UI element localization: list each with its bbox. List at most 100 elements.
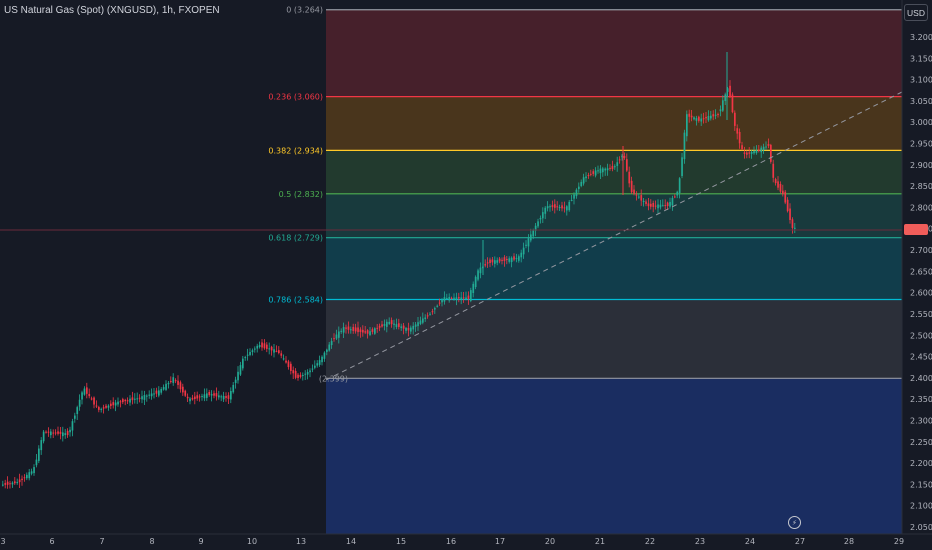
candle-body <box>302 375 304 377</box>
candle-body <box>383 324 386 326</box>
candle-body <box>491 259 494 263</box>
candle-body <box>681 157 683 177</box>
candle-body <box>100 408 103 410</box>
candle-body <box>741 145 743 150</box>
candle-body <box>237 371 239 381</box>
candle-body <box>114 402 117 406</box>
candle-body <box>266 344 268 349</box>
candle-body <box>438 302 441 304</box>
candle-body <box>518 256 520 261</box>
price-axis-label: 3.100 <box>910 76 932 85</box>
candle-body <box>244 357 247 359</box>
candle-body <box>431 311 434 313</box>
candle-body <box>326 349 328 352</box>
candle-body <box>755 150 758 154</box>
currency-selector[interactable]: USD <box>904 4 928 21</box>
candle-body <box>340 330 343 332</box>
candle-body <box>254 348 256 350</box>
candle-body <box>654 205 657 207</box>
candle-body <box>352 327 355 331</box>
time-axis-label: 27 <box>795 537 805 546</box>
candle-body <box>621 155 623 158</box>
price-axis-label: 2.350 <box>910 395 932 404</box>
candle-body <box>194 396 196 399</box>
candle-body <box>412 325 415 330</box>
candle-body <box>450 297 453 299</box>
lightning-icon[interactable]: ⚡ <box>788 516 801 529</box>
candle-body <box>609 167 611 169</box>
price-axis-label: 2.150 <box>910 480 932 489</box>
candle-body <box>182 386 184 393</box>
fibonacci-retracement-zones[interactable] <box>326 9 902 534</box>
candle-body <box>688 113 691 117</box>
candle-body <box>614 166 616 168</box>
time-axis[interactable]: 3 6 7 8 9 10 13 14 15 16 17 20 21 22 23 24 27 28 29 <box>0 537 904 546</box>
candle-body <box>710 115 712 119</box>
fib-level-label: (2.399) <box>319 374 348 383</box>
candle-body <box>148 394 151 396</box>
candle-body <box>246 354 249 356</box>
candle-body <box>28 472 31 479</box>
candle-body <box>520 252 523 258</box>
fibonacci-levels[interactable]: 0 (3.264) 0.236 (3.060) 0.382 (2.934) 0.5 (… <box>268 6 902 384</box>
candle-body <box>390 320 393 325</box>
time-axis-label: 24 <box>745 537 755 546</box>
candle-body <box>33 467 35 474</box>
candle-body <box>328 344 331 351</box>
candle-body <box>734 112 736 126</box>
price-axis-label: 2.850 <box>910 182 932 191</box>
candle-body <box>47 431 50 433</box>
candle-body <box>359 329 362 333</box>
candle-body <box>659 204 662 208</box>
candle-body <box>54 432 57 434</box>
candle-body <box>398 323 400 327</box>
candle-body <box>642 200 645 202</box>
candle-body <box>256 345 259 349</box>
candle-body <box>690 115 693 118</box>
candle-body <box>558 207 561 209</box>
candle-body <box>402 325 405 329</box>
candle-body <box>350 329 352 331</box>
fib-level-label: 0.786 (2.584) <box>268 295 323 304</box>
price-axis[interactable]: 3.200 3.150 3.100 3.050 3.000 2.950 2.900 2.850… <box>910 33 932 532</box>
candle-body <box>136 398 139 400</box>
candle-body <box>369 331 371 336</box>
candle-body <box>736 128 739 134</box>
candle-body <box>671 197 674 206</box>
candle-body <box>570 199 573 201</box>
candle-body <box>35 459 38 466</box>
candle-body <box>470 290 472 301</box>
price-axis-label: 2.700 <box>910 246 932 255</box>
candle-body <box>426 315 429 317</box>
candle-body <box>594 170 597 176</box>
fib-level-label: 0.382 (2.934) <box>268 146 323 155</box>
candle-body <box>664 205 667 207</box>
candle-body <box>561 205 563 209</box>
candle-body <box>686 114 688 137</box>
candle-body <box>170 381 172 383</box>
fib-zone <box>326 299 902 379</box>
candle-body <box>30 471 33 474</box>
candle-body <box>59 431 62 434</box>
candle-body <box>794 227 796 229</box>
candle-body <box>455 297 458 300</box>
candle-body <box>429 313 431 315</box>
price-axis-label: 2.900 <box>910 161 932 170</box>
candle-body <box>791 219 794 228</box>
time-axis-label: 3 <box>0 537 5 546</box>
candle-body <box>695 118 698 121</box>
candle-body <box>357 327 359 333</box>
candle-body <box>527 238 530 247</box>
symbol-title[interactable]: US Natural Gas (Spot) (XNGUSD), 1h, FXOP… <box>4 5 220 16</box>
candle-body <box>16 482 19 484</box>
candle-body <box>227 395 230 399</box>
candle-body <box>722 100 724 111</box>
candle-body <box>630 180 633 193</box>
candle-body <box>234 379 237 384</box>
price-axis-label: 2.050 <box>910 523 932 532</box>
candle-body <box>318 360 321 365</box>
price-axis-label: 3.000 <box>910 118 932 127</box>
candle-body <box>717 114 719 116</box>
candle-body <box>297 374 299 379</box>
